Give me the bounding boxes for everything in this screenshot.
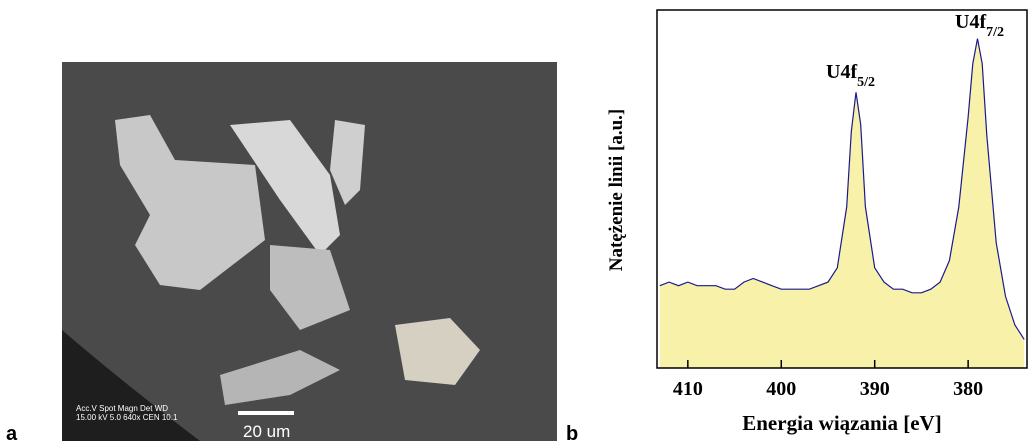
x-tick-label: 410	[673, 378, 703, 400]
annotation: U4f7/2	[955, 11, 1004, 40]
panel-label: a	[6, 423, 18, 441]
crystal	[270, 245, 350, 330]
plot-frame	[656, 9, 1028, 369]
scale-bar	[238, 411, 294, 415]
x-tick-label: 400	[766, 378, 796, 400]
x-tick-label: 390	[860, 378, 890, 400]
area	[659, 38, 1025, 368]
crystal	[220, 350, 340, 405]
crystal	[230, 120, 340, 255]
annotation-text: U4f	[955, 11, 986, 33]
panel-label: b	[566, 423, 578, 441]
sem-info: 15.00 kV 5.0 640x CEN 10.1	[76, 413, 178, 422]
x-axis-title: Energia wiązania [eV]	[742, 411, 941, 435]
sem-image: Acc.V Spot Magn Det WD 15.00 kV 5.0 640x…	[62, 62, 557, 441]
scale-label: 20 um	[243, 422, 290, 441]
line	[659, 38, 1025, 340]
crystal	[115, 115, 265, 290]
annotation-text: U4f	[826, 61, 857, 83]
y-axis-title: Natężenie linii [a.u.]	[606, 109, 627, 272]
x-tick-label: 380	[953, 378, 983, 400]
dark-region	[62, 330, 200, 441]
plot: 410 400 390 380	[656, 9, 1028, 400]
annotation: U4f5/2	[826, 61, 875, 90]
crystal	[395, 318, 480, 385]
annotation-sub: 7/2	[986, 25, 1004, 40]
sem-info: Acc.V Spot Magn Det WD	[76, 404, 168, 413]
crystal	[330, 120, 365, 205]
annotation-sub: 5/2	[857, 75, 875, 90]
